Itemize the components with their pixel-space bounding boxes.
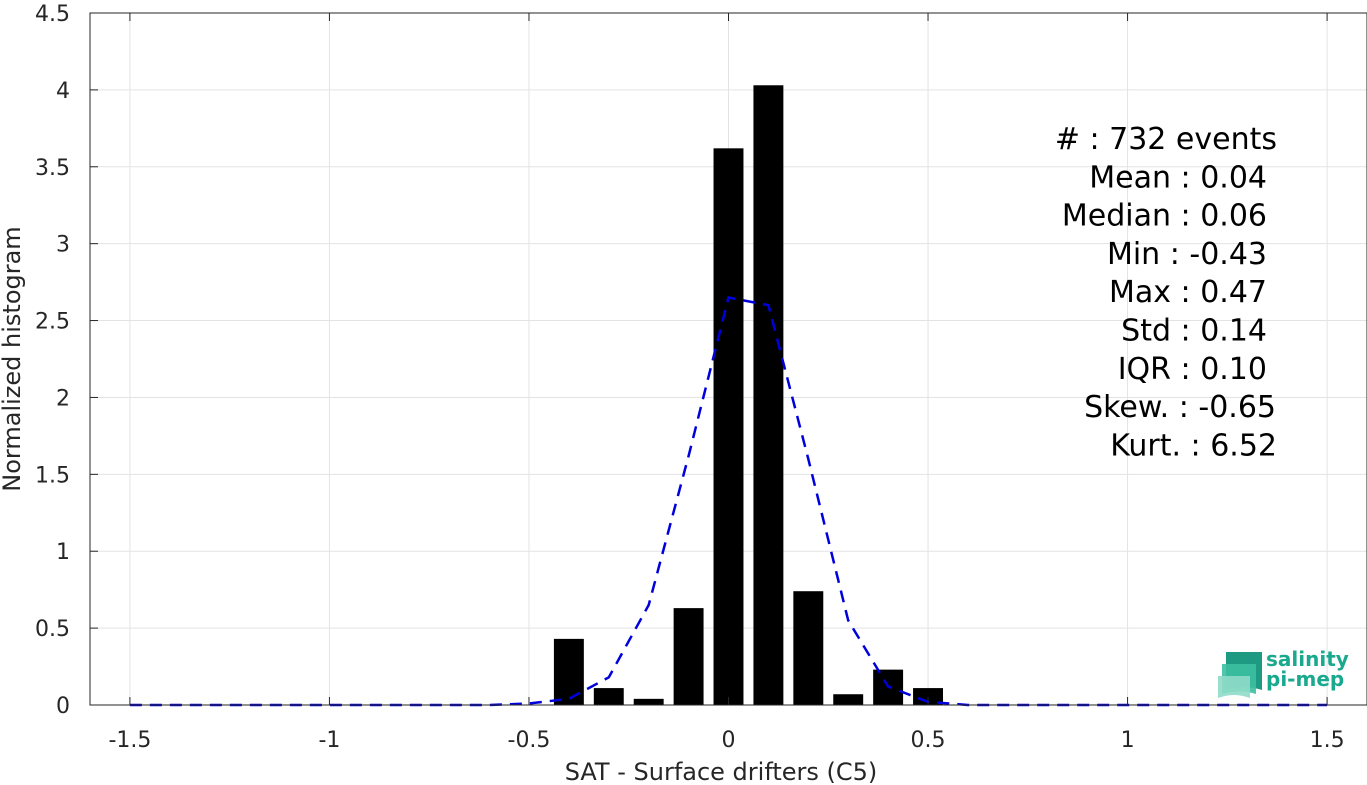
y-tick-label: 0 (56, 694, 70, 719)
stat-line: Skew. : -0.65 (1084, 390, 1276, 425)
x-tick-label: -1.5 (108, 728, 151, 753)
histogram-bar (553, 638, 584, 705)
y-tick-label: 4.5 (35, 2, 70, 27)
salinity-pi-mep-logo: salinity pi-mep (1218, 647, 1349, 698)
y-tick-label: 3 (56, 233, 70, 258)
y-axis-label: Normalized histogram (0, 226, 26, 491)
x-tick-label: -0.5 (508, 728, 551, 753)
y-tick-label: 1.5 (35, 463, 70, 488)
stat-line: Min : -0.43 (1107, 237, 1267, 272)
stat-line: IQR : 0.10 (1118, 352, 1267, 387)
histogram-bar (593, 688, 624, 705)
y-axis-ticks: 0 0.5 1 1.5 2 2.5 3 3.5 4 4.5 (35, 2, 98, 719)
x-tick-label: 0 (722, 728, 736, 753)
y-tick-label: 0.5 (35, 617, 70, 642)
histogram-bar (913, 688, 943, 705)
histogram-bar (633, 698, 664, 705)
y-tick-label: 3.5 (35, 156, 70, 181)
histogram-bar (793, 591, 824, 705)
stat-line: # : 732 events (1055, 122, 1277, 157)
logo-line2: pi-mep (1266, 667, 1344, 691)
stat-line: Max : 0.47 (1109, 275, 1267, 310)
histogram-bar (713, 148, 744, 705)
y-tick-label: 4 (56, 79, 70, 104)
y-tick-label: 2 (56, 386, 70, 411)
histogram-bar (753, 85, 784, 705)
x-axis-ticks: -1.5 -1 -0.5 0 0.5 1 1.5 (108, 13, 1345, 753)
histogram-bars (553, 85, 943, 705)
stat-line: Kurt. : 6.52 (1110, 428, 1277, 463)
stat-line: Std : 0.14 (1121, 314, 1267, 349)
y-tick-label: 1 (56, 540, 70, 565)
stat-line: Median : 0.06 (1062, 199, 1267, 234)
stat-line: Mean : 0.04 (1089, 160, 1267, 195)
x-tick-label: 0.5 (911, 728, 946, 753)
x-tick-label: -1 (318, 728, 340, 753)
y-tick-label: 2.5 (35, 310, 70, 335)
histogram-bar (673, 608, 704, 705)
logo-waves-icon (1218, 652, 1262, 698)
x-tick-label: 1.5 (1310, 728, 1345, 753)
x-axis-label: SAT - Surface drifters (C5) (565, 758, 878, 785)
histogram-bar (833, 694, 864, 705)
x-tick-label: 1 (1121, 728, 1135, 753)
logo-line1: salinity (1266, 647, 1349, 671)
